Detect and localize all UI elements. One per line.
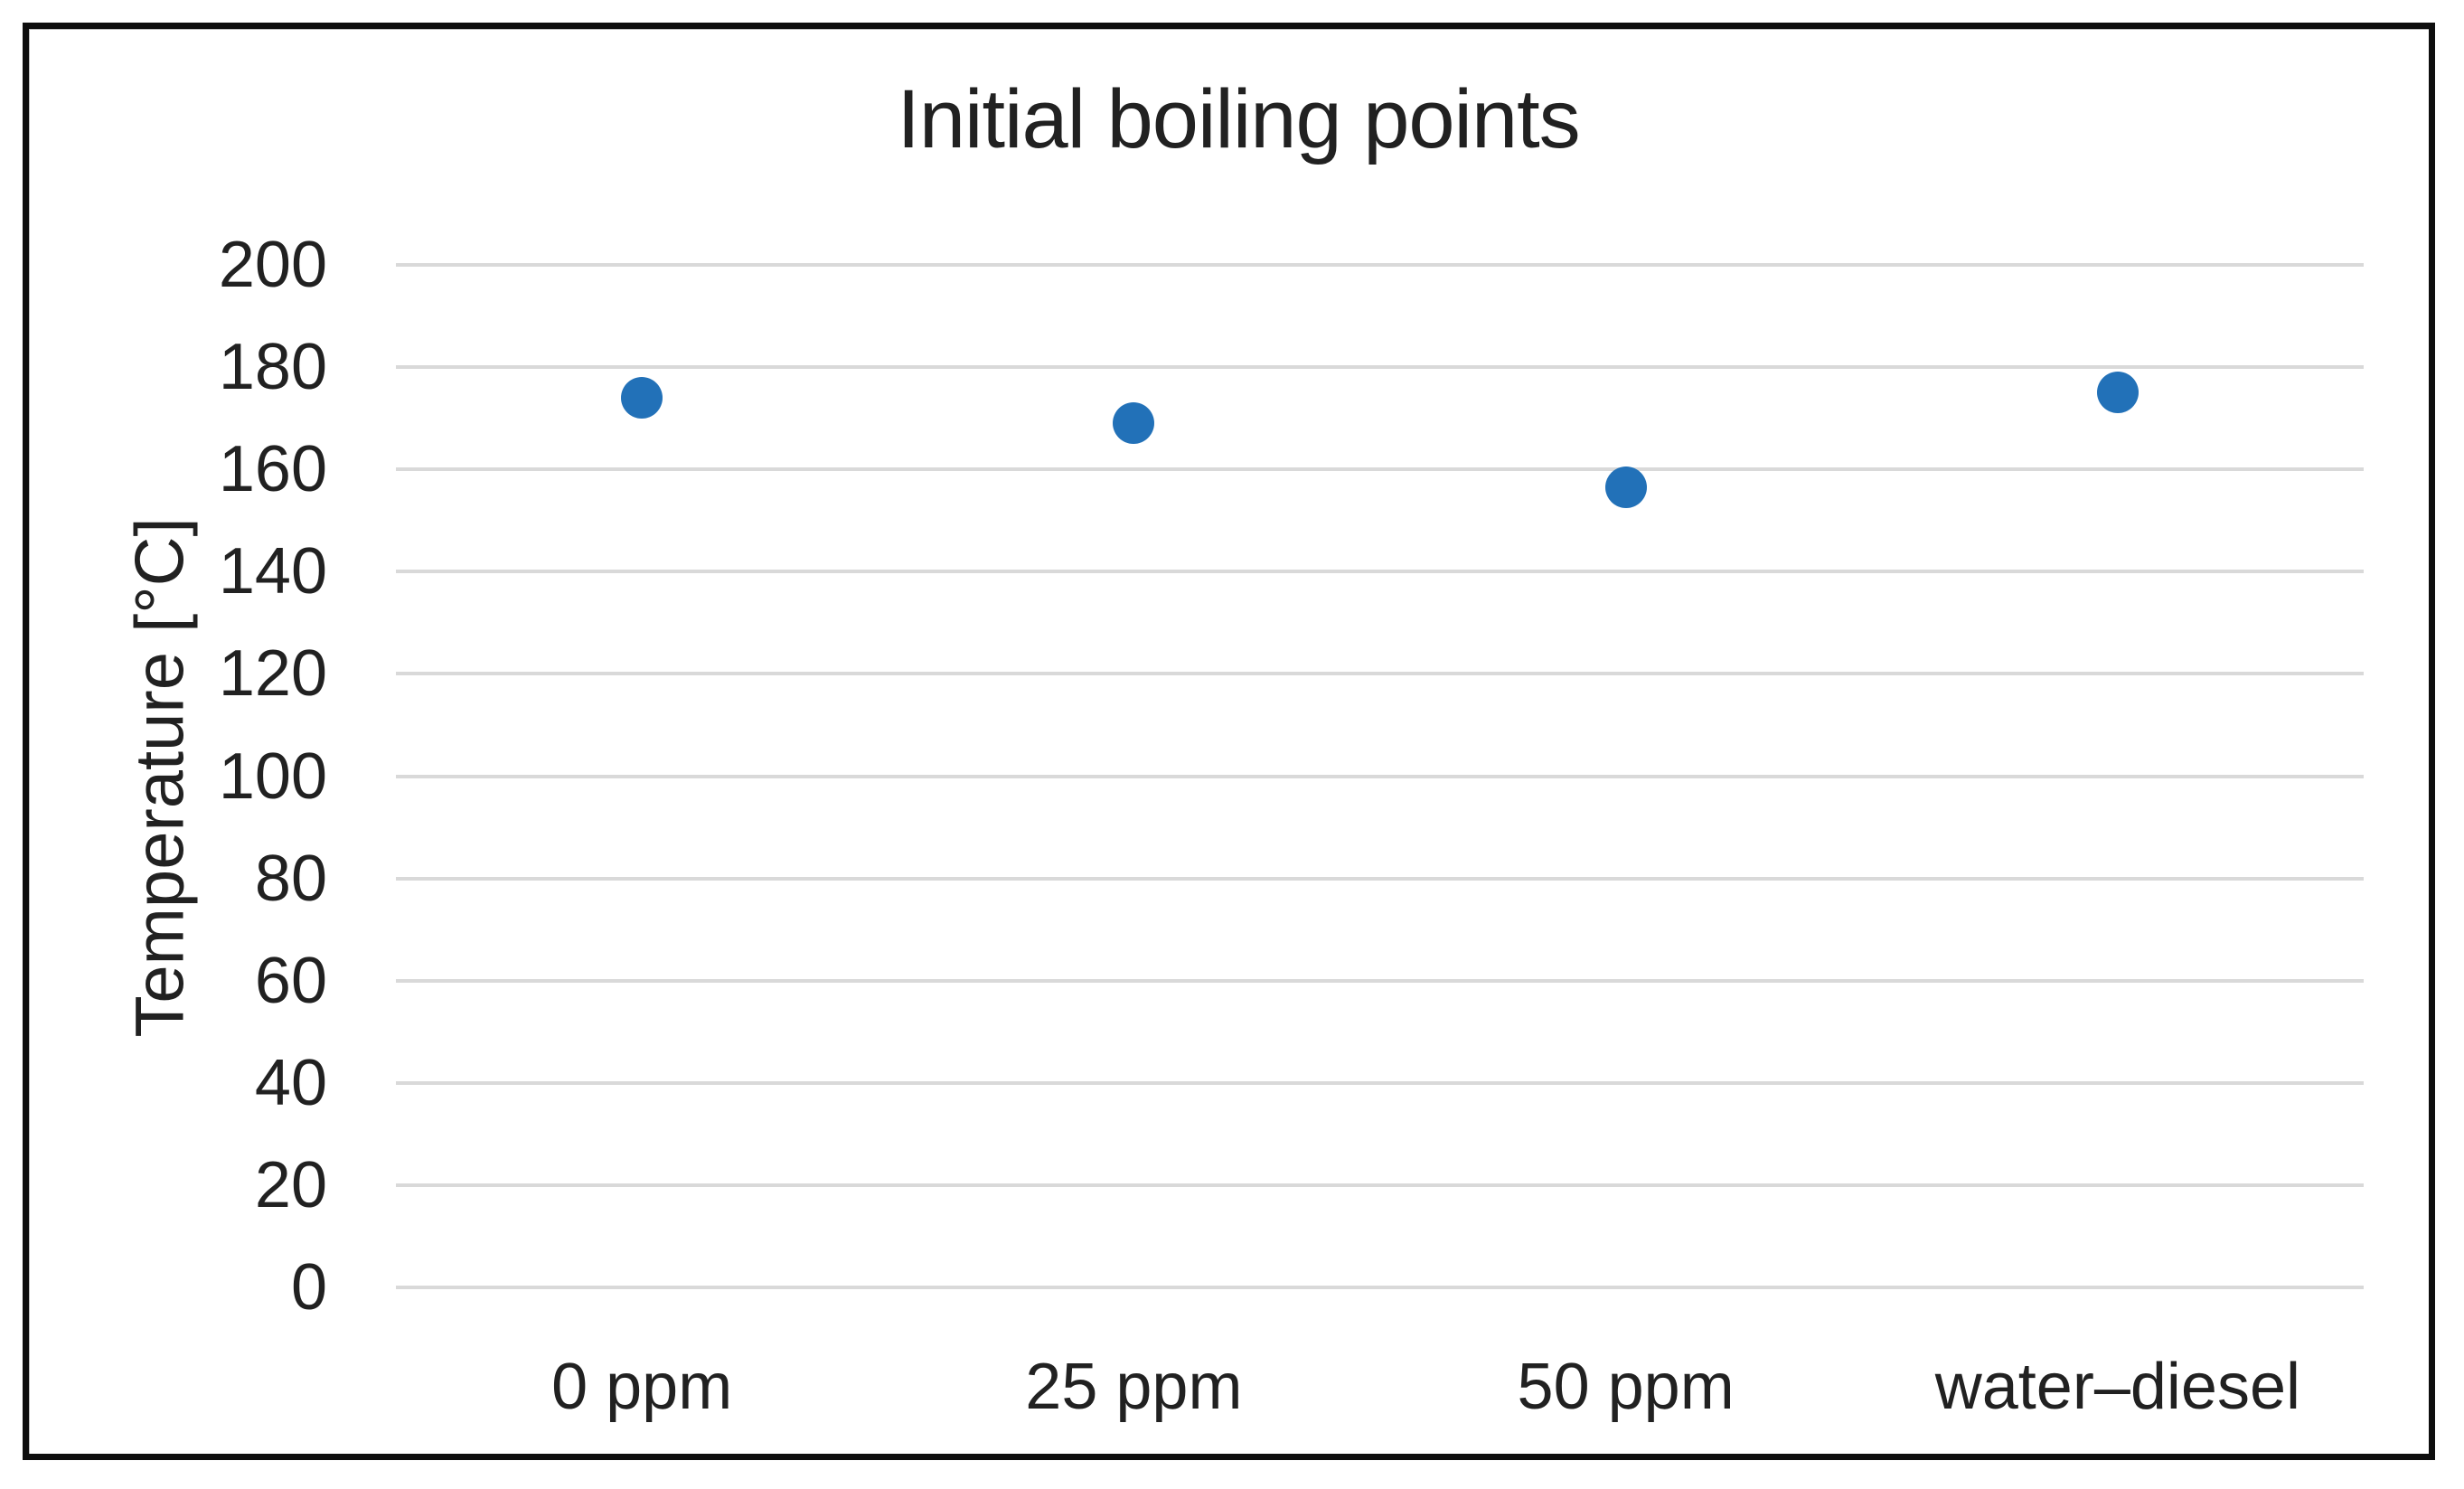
gridline: [396, 876, 2364, 881]
y-tick-label: 40: [254, 1046, 327, 1119]
y-tick-label: 120: [218, 637, 327, 711]
y-tick-label: 160: [218, 433, 327, 506]
gridline: [396, 1183, 2364, 1187]
gridline: [396, 978, 2364, 983]
data-point: [1604, 466, 1647, 508]
y-tick-label: 0: [290, 1251, 327, 1324]
gridline: [396, 570, 2364, 574]
y-tick-label: 20: [254, 1148, 327, 1221]
y-tick-label: 180: [218, 331, 327, 404]
gridline: [396, 672, 2364, 676]
gridline: [396, 365, 2364, 370]
x-tick-label: 0 ppm: [551, 1351, 733, 1423]
data-point: [1113, 402, 1155, 445]
gridline: [396, 1080, 2364, 1085]
gridline: [396, 1286, 2364, 1289]
gridline: [396, 774, 2364, 778]
y-tick-label: 60: [254, 944, 327, 1017]
y-tick-label: 80: [254, 842, 327, 915]
chart-border-frame: [23, 23, 2435, 1460]
y-tick-label: 140: [218, 535, 327, 608]
gridline: [396, 263, 2364, 267]
x-tick-label: 25 ppm: [1025, 1351, 1243, 1423]
y-tick-label: 100: [218, 740, 327, 813]
gridline: [396, 467, 2364, 472]
data-point: [2096, 372, 2139, 414]
y-tick-label: 200: [218, 229, 327, 301]
x-tick-label: 50 ppm: [1517, 1351, 1735, 1423]
chart-title: Initial boiling points: [897, 73, 1580, 165]
data-point: [621, 377, 663, 419]
x-tick-label: water–diesel: [1934, 1351, 2300, 1423]
